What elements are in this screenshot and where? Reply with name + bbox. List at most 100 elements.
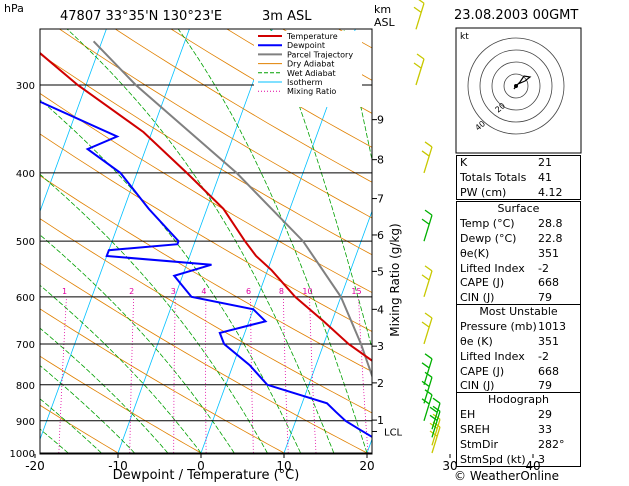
hodograph-storm-motion (514, 84, 518, 88)
mixing-ratio-line (309, 296, 317, 454)
dry-adiabat-line (40, 133, 372, 332)
wet-adiabat-line (40, 173, 268, 454)
wet-adiabat-line (40, 284, 202, 454)
legend-entry: Dewpoint (287, 41, 325, 50)
lcl-label: LCL (384, 427, 403, 438)
height-tick-label: 7 (377, 193, 384, 206)
isotherm-line (611, 17, 629, 468)
dry-adiabat-line (40, 308, 287, 454)
mixing-ratio-axis-title: Mixing Ratio (g/kg) (388, 223, 402, 336)
wind-barb (431, 419, 441, 446)
mixing-ratio-line (205, 296, 207, 454)
isotherm-line (40, 29, 190, 441)
temperature-tick-label: -10 (108, 459, 128, 473)
wind-barb-flag (429, 414, 438, 421)
wind-barb-flag (421, 398, 430, 405)
hodograph-row: StmDir 282° (460, 437, 565, 451)
wind-barb-flag (424, 389, 433, 396)
sounding-datetime: 23.08.2003 00GMT (454, 8, 578, 23)
mixing-ratio-label: 8 (279, 287, 284, 296)
wet-adiabat-line (40, 99, 301, 454)
pressure-tick-label: 800 (16, 381, 35, 392)
wind-barb-flag (413, 6, 422, 13)
hodograph-ring (503, 73, 529, 99)
height-tick-label: 6 (377, 229, 384, 242)
temperature-tick-label: 10 (276, 459, 291, 473)
wind-barb-flag (421, 274, 430, 281)
wind-barb-flag (413, 62, 422, 69)
legend-entry: Wet Adiabat (287, 69, 336, 78)
pressure-tick-label: 700 (16, 340, 35, 351)
plot-area: 1 2 3 4 6 8 10 15 20 25 (40, 17, 629, 468)
wind-barb (431, 426, 441, 454)
mixing-ratio-label: 1 (62, 287, 67, 296)
mixing-ratio-line (173, 296, 176, 454)
hodograph-row: EH 29 (460, 407, 552, 421)
mixing-ratio-line (250, 296, 254, 454)
pressure-tick-label: 400 (16, 169, 35, 180)
surface-title: Surface (497, 202, 540, 215)
wind-barb (431, 402, 441, 430)
mixing-ratio-line (129, 296, 135, 454)
hodograph-ring (491, 61, 541, 111)
mixing-ratio-line (58, 296, 67, 454)
hodograph-row: StmSpd (kt) 3 (460, 452, 545, 466)
parcel-line (92, 40, 372, 379)
wet-adiabat-line (40, 234, 235, 454)
hodograph-table: Hodograph EH 29 SREH 33 StmDir 282° StmSpd … (456, 392, 581, 467)
surface-table: Surface Temp (°C) 28.8 Dewp (°C) 22.8 θe(K… (456, 201, 581, 305)
dry-adiabat-line (40, 175, 372, 373)
temperature-tick-label: 30 (442, 459, 457, 473)
height-tick-label: 9 (377, 114, 384, 127)
pressure-tick-label: 300 (16, 81, 35, 92)
parcel-series (92, 40, 372, 379)
dry-adiabat-line (40, 218, 372, 414)
wind-barb (423, 317, 433, 345)
mixing-ratio-label: 2 (129, 287, 134, 296)
most-unstable-row: θe (K) 351 (460, 334, 559, 348)
most-unstable-row: Lifted Index -2 (460, 349, 549, 363)
x-axis-title: Dewpoint / Temperature (°C) (113, 468, 300, 483)
dry-adiabat-line (40, 92, 372, 294)
wind-barb-flag (429, 406, 438, 413)
height-tick-label: 1 (377, 414, 384, 427)
wet-adiabat-line (40, 327, 169, 454)
wind-barb (431, 411, 441, 438)
hodograph-unit-label: kt (460, 32, 469, 42)
temperature-tick-label: 0 (197, 459, 205, 473)
wind-barbs (413, 0, 441, 454)
hodograph: kt 20 40 (455, 27, 582, 154)
pressure-unit-label: hPa (4, 2, 24, 15)
wind-barb (423, 358, 433, 385)
wind-barb-flag (424, 353, 433, 360)
legend-entry: Isotherm (287, 78, 323, 87)
surface-row: CAPE (J) 668 (460, 276, 559, 290)
wind-barb (415, 3, 425, 30)
index-row-k: K 21 (460, 156, 552, 169)
wind-barb (423, 377, 433, 404)
wind-barb-flag (432, 397, 441, 404)
most-unstable-row: Pressure (mb) 1013 (460, 319, 566, 333)
wind-barb (423, 146, 433, 174)
surface-row: CIN (J) 79 (460, 291, 552, 305)
wind-barb (423, 394, 433, 421)
hodograph-ring (479, 49, 553, 123)
station-info: 47807 33°35'N 130°23'E (60, 9, 222, 24)
temperature-tick-label: -20 (25, 459, 45, 473)
mixing-ratio-label: 3 (171, 287, 176, 296)
wind-barb-flag (421, 362, 430, 369)
wind-barb-flag (418, 0, 425, 4)
legend-entry: Temperature (286, 32, 338, 41)
pressure-lines (40, 84, 372, 454)
wind-barb (423, 214, 433, 242)
wind-barb (423, 270, 433, 298)
pressure-tick-label: 500 (16, 237, 35, 248)
wet-adiabat-line (66, 29, 335, 454)
temperature-series (40, 52, 372, 362)
height-tick-label: 4 (377, 303, 384, 316)
brand-credit: © WeatherOnline (454, 469, 559, 483)
wind-barb-flag (421, 380, 430, 387)
